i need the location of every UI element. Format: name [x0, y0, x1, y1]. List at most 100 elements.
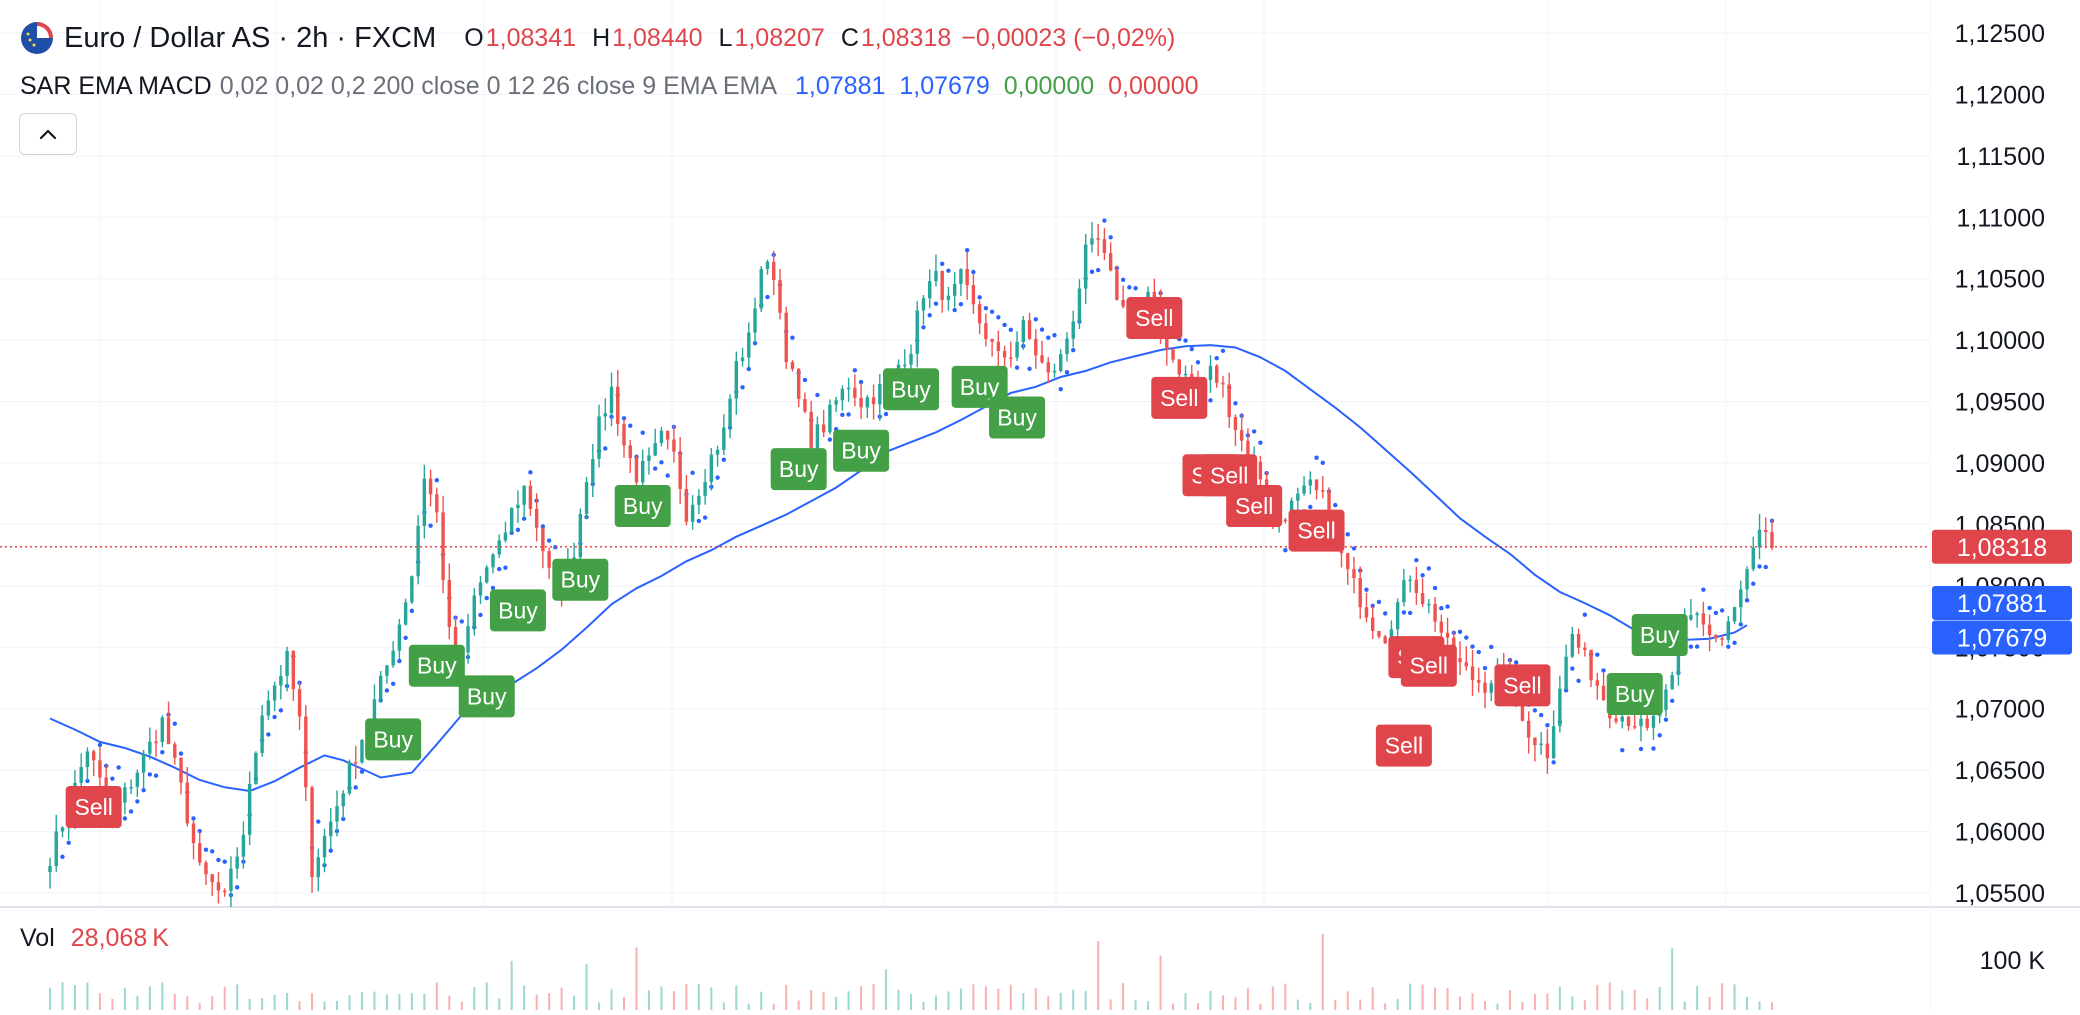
sar-dot: [1744, 598, 1750, 603]
sar-dot: [341, 816, 346, 822]
sar-dot: [1382, 611, 1388, 616]
volume-bar: [1571, 996, 1574, 1010]
volume-bar: [785, 984, 788, 1010]
candle-body: [965, 269, 969, 286]
volume-bar: [722, 1002, 725, 1010]
sar-dot: [1638, 746, 1644, 752]
sar-dot: [1033, 317, 1038, 322]
sar-dot: [1538, 712, 1544, 718]
sar-dot: [1014, 365, 1020, 370]
buy-signal-badge: Buy: [833, 429, 890, 472]
candle-body: [260, 715, 264, 753]
ema-axis-tag-1-background: [1932, 586, 2072, 621]
eur-usd-flag-icon[interactable]: [20, 21, 54, 55]
volume-bar: [73, 985, 76, 1010]
candle-body: [1009, 357, 1013, 359]
volume-bar: [1484, 1001, 1486, 1010]
indicator-name[interactable]: SAR EMA MACD: [20, 71, 212, 100]
sar-dot: [1183, 338, 1188, 343]
sar-dot: [1220, 348, 1226, 353]
signal-badge-background: [1606, 672, 1663, 715]
candle-body: [129, 786, 133, 789]
sar-dot: [752, 340, 758, 346]
sar-dot: [640, 430, 645, 435]
candle-body: [148, 741, 152, 754]
sar-dot: [621, 416, 627, 421]
candle-body: [1470, 666, 1475, 681]
candle-body: [1408, 579, 1412, 582]
sar-dot: [827, 437, 833, 442]
volume-bar: [1346, 991, 1349, 1010]
candle-body: [1358, 578, 1362, 608]
volume-bar: [1271, 986, 1274, 1010]
sar-dot: [1095, 267, 1101, 273]
ohlc-low-label: L: [718, 23, 733, 52]
volume-bar: [1446, 988, 1449, 1010]
current-price-tag-background: [1932, 529, 2072, 564]
volume-bar: [1172, 1003, 1175, 1010]
price-axis-tick-label: 1,12500: [1955, 20, 2045, 48]
candle-body: [759, 268, 763, 309]
volume-bar: [1533, 993, 1536, 1010]
volume-bar: [1646, 998, 1649, 1010]
sar-dot: [1364, 587, 1369, 592]
candle-body: [728, 398, 732, 428]
sar-dot: [178, 751, 184, 756]
sar-dot: [1407, 610, 1413, 616]
candle-body: [297, 689, 302, 717]
sar-dot: [652, 466, 658, 471]
sar-dot: [740, 385, 745, 390]
sar-dot: [964, 248, 970, 253]
sar-dot: [434, 477, 440, 483]
symbol-title[interactable]: Euro / Dollar AS · 2h · FXCM: [64, 21, 437, 54]
candle-body: [1046, 362, 1050, 373]
volume-bar: [423, 993, 426, 1010]
candle-body: [990, 338, 994, 342]
sar-dot: [172, 721, 177, 726]
candle-body: [952, 283, 957, 296]
candle-body: [641, 460, 645, 483]
sar-dot: [1576, 678, 1581, 684]
sar-dot: [1707, 605, 1712, 611]
collapse-legend-button[interactable]: [19, 113, 77, 155]
candle-body: [222, 890, 227, 893]
price-axis[interactable]: 1,12500 1,12000 1,11500 1,11000 1,10500 1,100…: [1932, 20, 2072, 975]
volume-bar: [1296, 999, 1299, 1010]
sar-dot: [122, 816, 128, 821]
sar-dot: [1120, 277, 1126, 283]
volume-bar: [336, 1000, 338, 1010]
candle-body: [1695, 613, 1699, 616]
sar-dot: [1457, 629, 1463, 635]
sar-dot: [927, 313, 932, 318]
sar-dot: [153, 773, 159, 778]
volume-bar: [1134, 1000, 1137, 1010]
volume-bar: [747, 1003, 750, 1010]
sar-dot: [1345, 532, 1350, 537]
ohlc-change-value: −0,00023 (−0,02%): [961, 23, 1176, 52]
candle-body: [628, 445, 632, 459]
candle-body: [1477, 680, 1481, 683]
buy-signal-badge: Buy: [989, 396, 1046, 439]
candle-body: [1258, 461, 1263, 480]
volume-bar: [1209, 991, 1212, 1010]
sar-dot: [141, 787, 146, 793]
sar-dot: [147, 772, 153, 777]
ohlc-high-label: H: [592, 23, 611, 52]
current-price-tag: 1,08318: [1932, 529, 2072, 564]
candle-body: [322, 836, 327, 858]
sar-dot: [484, 595, 489, 601]
candle-body: [235, 856, 239, 869]
ohlc-high-value: 1,08440: [612, 23, 703, 52]
volume-bar: [1746, 996, 1749, 1010]
sar-dot: [628, 423, 633, 428]
indicator-legend[interactable]: SAR EMA MACD 0,02 0,02 0,2 200 close 0 1…: [20, 68, 1213, 104]
sar-dot: [746, 366, 751, 372]
candle-body: [1402, 580, 1406, 603]
candle-body: [647, 455, 651, 461]
signal-badge-background: [65, 786, 122, 828]
sar-dot: [528, 470, 533, 475]
volume-bar: [1047, 996, 1050, 1010]
